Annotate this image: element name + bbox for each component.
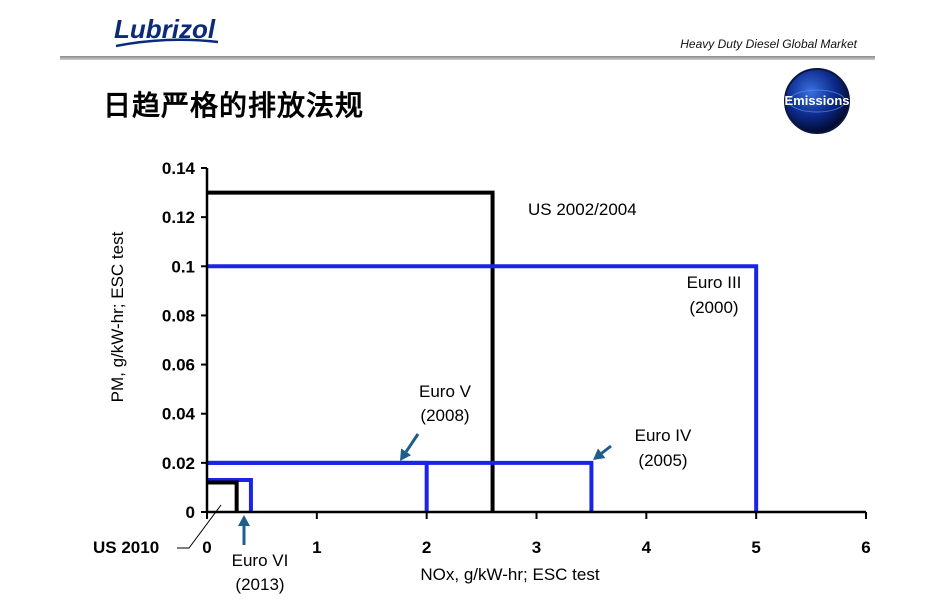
x-tick-label: 2	[422, 538, 431, 557]
x-tick-label: 3	[532, 538, 541, 557]
x-tick-label: 1	[312, 538, 321, 557]
euro5-arrow-icon	[400, 433, 420, 461]
x-tick-label: 6	[861, 538, 870, 557]
series-line-5	[207, 480, 239, 512]
series-line-2	[207, 460, 594, 512]
annotation-euro3-year: (2000)	[689, 298, 738, 317]
x-tick-label: 0	[202, 538, 211, 557]
y-axis-label: PM, g/kW-hr; ESC test	[108, 231, 127, 402]
annotation-euro3-name: Euro III	[687, 273, 742, 292]
emissions-badge: Emissions	[784, 68, 850, 134]
us2010-leader-line	[177, 504, 222, 549]
market-subtitle: Heavy Duty Diesel Global Market	[680, 37, 857, 51]
y-tick-label: 0.1	[171, 257, 195, 276]
annotation-euro4-year: (2005)	[638, 451, 687, 470]
lubrizol-logo: Lubrizol	[114, 14, 219, 48]
x-tick-label: 5	[751, 538, 760, 557]
y-tick-label: 0.12	[162, 208, 195, 227]
y-tick-label: 0.08	[162, 306, 195, 325]
euro6-arrow-icon	[238, 515, 250, 545]
globe-icon	[784, 68, 850, 134]
euro4-arrow-icon	[593, 444, 612, 460]
annotation-euro5-name: Euro V	[419, 382, 472, 401]
y-tick-label: 0.04	[162, 405, 196, 424]
annotation-euro6-name: Euro VI	[232, 551, 289, 570]
x-tick-label: 4	[642, 538, 652, 557]
annotation-euro5-year: (2008)	[420, 406, 469, 425]
series-line-4	[207, 478, 253, 512]
annotation-us2002: US 2002/2004	[528, 200, 637, 219]
x-axis-label: NOx, g/kW-hr; ESC test	[420, 565, 599, 584]
y-tick-label: 0.02	[162, 454, 195, 473]
y-tick-label: 0.14	[162, 159, 196, 178]
series-line-3	[207, 460, 429, 512]
y-tick-label: 0.06	[162, 356, 195, 375]
logo-swoosh	[115, 38, 219, 48]
annotation-euro6-year: (2013)	[235, 575, 284, 594]
badge-label: Emissions	[784, 93, 849, 108]
annotation-us2010: US 2010	[93, 538, 159, 557]
page-title: 日趋严格的排放法规	[103, 89, 365, 122]
header-divider	[60, 56, 875, 60]
series-line-1	[207, 264, 759, 512]
series-line-0	[207, 190, 495, 512]
annotation-euro4-name: Euro IV	[635, 426, 692, 445]
y-tick-label: 0	[186, 503, 195, 522]
